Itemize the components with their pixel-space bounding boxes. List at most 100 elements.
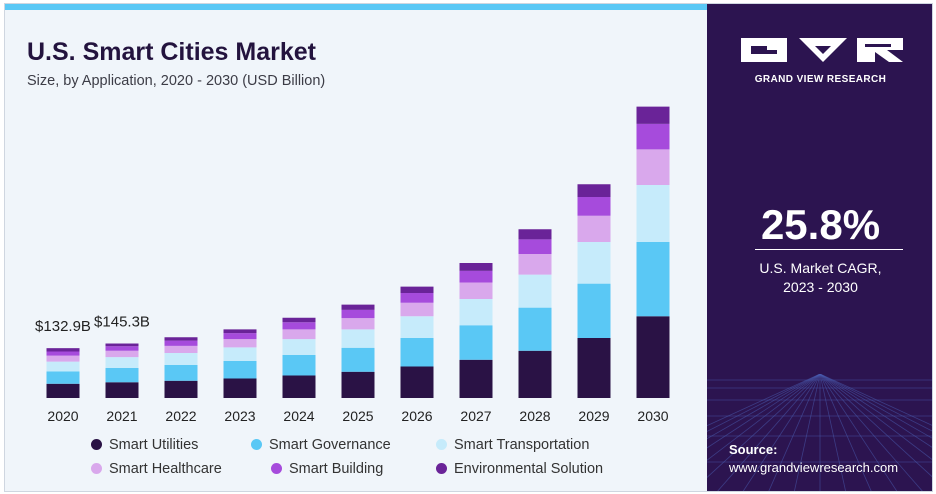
bar-smart-healthcare-2026: [400, 302, 434, 317]
cagr-caption: U.S. Market CAGR, 2023 - 2030: [707, 259, 932, 297]
bar-environmental-solution-2030: [636, 106, 670, 124]
legend-label: Smart Healthcare: [109, 461, 222, 477]
bar-smart-utilities-2026: [400, 366, 434, 398]
bar-smart-utilities-2027: [459, 359, 493, 398]
gvr-logo-icon: [741, 38, 903, 62]
accent-bar: [5, 4, 707, 10]
legend-label: Smart Utilities: [109, 437, 199, 453]
bar-smart-transportation-2029: [577, 242, 611, 284]
brand-name: GRAND VIEW RESEARCH: [754, 74, 887, 85]
cagr-divider: [755, 249, 903, 250]
x-tick-label: 2025: [342, 408, 373, 424]
bar-smart-transportation-2026: [400, 316, 434, 338]
bar-environmental-solution-2021: [105, 343, 139, 347]
bar-smart-governance-2027: [459, 325, 493, 360]
legend-item-smart-transportation: Smart Transportation: [436, 437, 589, 453]
data-label-2021: $145.3B: [94, 314, 150, 331]
legend-label: Smart Building: [289, 461, 384, 477]
legend-label: Environmental Solution: [454, 461, 604, 477]
bar-environmental-solution-2026: [400, 286, 434, 293]
bar-environmental-solution-2025: [341, 304, 375, 310]
bar-environmental-solution-2022: [164, 337, 198, 341]
legend-item-smart-utilities: Smart Utilities: [91, 437, 198, 453]
bar-smart-utilities-2024: [282, 375, 316, 398]
bar-smart-transportation-2028: [518, 274, 552, 308]
bar-smart-healthcare-2020: [46, 355, 80, 362]
bar-smart-governance-2020: [46, 371, 80, 384]
cagr-caption-line2: 2023 - 2030: [783, 279, 858, 295]
bar-smart-governance-2025: [341, 347, 375, 372]
chart-title: U.S. Smart Cities Market: [27, 38, 316, 66]
bar-smart-governance-2024: [282, 354, 316, 376]
cagr-caption-line1: U.S. Market CAGR,: [759, 260, 882, 276]
legend-swatch: [251, 439, 262, 450]
bar-smart-governance-2028: [518, 307, 552, 351]
bar-environmental-solution-2024: [282, 317, 316, 323]
bar-smart-governance-2029: [577, 283, 611, 338]
bar-smart-building-2023: [223, 333, 257, 340]
bar-smart-utilities-2023: [223, 378, 257, 398]
bar-environmental-solution-2027: [459, 263, 493, 271]
bar-smart-governance-2026: [400, 338, 434, 367]
bar-smart-transportation-2030: [636, 185, 670, 242]
bar-smart-governance-2030: [636, 242, 670, 317]
bar-smart-building-2028: [518, 239, 552, 254]
bar-smart-building-2021: [105, 346, 139, 351]
bar-smart-transportation-2027: [459, 299, 493, 326]
bar-smart-building-2022: [164, 340, 198, 346]
bar-smart-utilities-2030: [636, 316, 670, 398]
bar-smart-building-2026: [400, 293, 434, 303]
bar-smart-governance-2021: [105, 368, 139, 383]
legend-item-environmental-solution: Environmental Solution: [436, 461, 603, 477]
x-tick-label: 2023: [224, 408, 255, 424]
legend-swatch: [436, 463, 447, 474]
bar-smart-healthcare-2024: [282, 329, 316, 340]
legend-label: Smart Governance: [269, 437, 391, 453]
bar-smart-transportation-2022: [164, 353, 198, 365]
bar-smart-transportation-2021: [105, 357, 139, 368]
x-tick-label: 2021: [106, 408, 137, 424]
legend-label: Smart Transportation: [454, 437, 590, 453]
x-tick-label: 2026: [401, 408, 432, 424]
source-url: www.grandviewresearch.com: [729, 460, 899, 475]
bar-environmental-solution-2023: [223, 329, 257, 334]
legend-swatch: [91, 439, 102, 450]
bar-smart-healthcare-2028: [518, 254, 552, 275]
bar-smart-transportation-2020: [46, 361, 80, 372]
bar-smart-transportation-2024: [282, 339, 316, 355]
bar-smart-building-2029: [577, 197, 611, 216]
bar-smart-healthcare-2030: [636, 149, 670, 185]
chart-panel: U.S. Smart Cities Market Size, by Applic…: [5, 10, 707, 491]
cagr-value: 25.8%: [760, 201, 881, 248]
legend-item-smart-healthcare: Smart Healthcare: [91, 461, 222, 477]
legend-item-smart-building: Smart Building: [271, 461, 383, 477]
bar-smart-governance-2023: [223, 360, 257, 379]
bar-smart-healthcare-2025: [341, 318, 375, 330]
legend-swatch: [91, 463, 102, 474]
bar-environmental-solution-2020: [46, 348, 80, 352]
bar-smart-healthcare-2021: [105, 350, 139, 358]
x-tick-label: 2030: [637, 408, 668, 424]
bar-smart-governance-2022: [164, 365, 198, 381]
x-tick-label: 2028: [519, 408, 550, 424]
bar-smart-utilities-2021: [105, 382, 139, 398]
bar-smart-utilities-2028: [518, 350, 552, 398]
data-label-2020: $132.9B: [35, 318, 91, 335]
bar-smart-transportation-2023: [223, 347, 257, 361]
bar-smart-utilities-2020: [46, 383, 80, 398]
bar-smart-building-2025: [341, 309, 375, 319]
chart-subtitle: Size, by Application, 2020 - 2030 (USD B…: [27, 73, 326, 89]
bar-smart-healthcare-2023: [223, 339, 257, 348]
x-tick-label: 2020: [47, 408, 78, 424]
x-tick-label: 2029: [578, 408, 609, 424]
legend-swatch: [271, 463, 282, 474]
bar-environmental-solution-2028: [518, 229, 552, 240]
bar-smart-building-2030: [636, 123, 670, 150]
bar-smart-utilities-2025: [341, 371, 375, 398]
bar-smart-healthcare-2027: [459, 282, 493, 299]
bar-smart-transportation-2025: [341, 329, 375, 348]
x-tick-label: 2027: [460, 408, 491, 424]
brand-panel: GRAND VIEW RESEARCH 25.8% U.S. Market CA…: [707, 4, 932, 491]
bar-smart-utilities-2029: [577, 338, 611, 398]
bar-smart-utilities-2022: [164, 380, 198, 398]
